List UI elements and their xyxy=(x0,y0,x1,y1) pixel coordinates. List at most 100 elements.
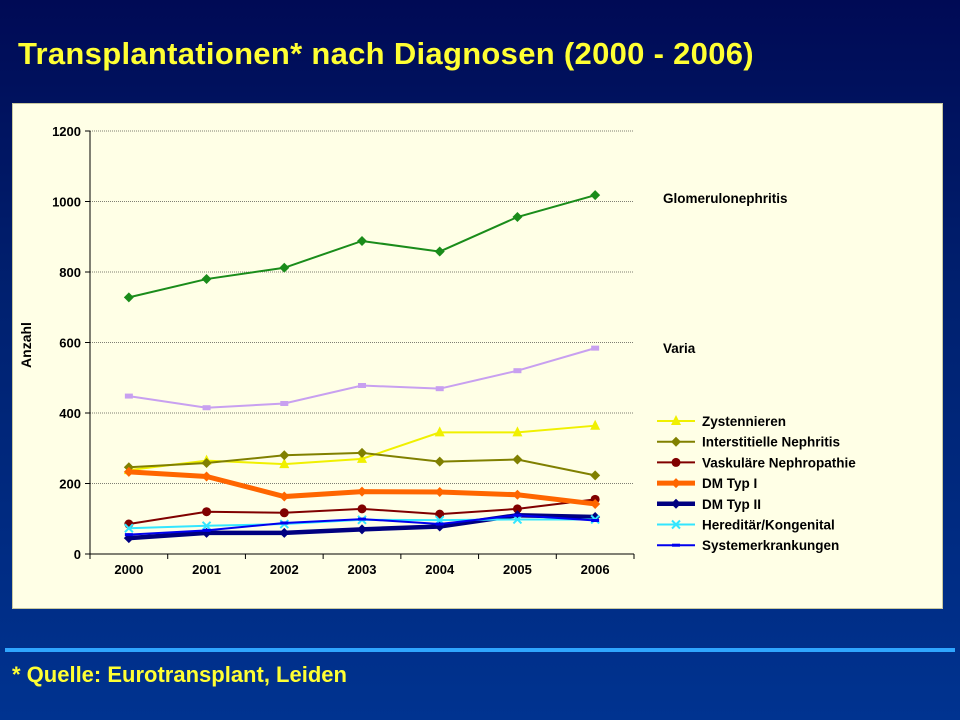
data-point xyxy=(512,426,523,437)
legend-label: Hereditär/Kongenital xyxy=(702,518,835,533)
data-point xyxy=(512,212,523,223)
legend-label: Systemerkrankungen xyxy=(702,538,839,553)
legend-item: Vaskuläre Nephropathie xyxy=(657,455,856,470)
series-0 xyxy=(123,190,601,303)
x-tick-label: 2001 xyxy=(192,562,221,577)
series-2 xyxy=(123,419,601,475)
legend-label: Interstitielle Nephritis xyxy=(702,435,840,450)
series-1 xyxy=(124,345,600,411)
x-tick-label: 2004 xyxy=(425,562,455,577)
legend: Zystennieren Interstitielle Nephritis Vask… xyxy=(657,414,856,553)
data-point xyxy=(124,533,133,537)
data-point xyxy=(357,447,367,458)
legend-label: Vaskuläre Nephropathie xyxy=(702,455,856,470)
data-point xyxy=(357,524,367,535)
series-5 xyxy=(123,466,601,509)
data-point xyxy=(279,527,290,538)
data-point xyxy=(202,528,211,532)
legend-item: DM Typ I xyxy=(657,476,757,491)
data-point xyxy=(590,190,601,201)
data-point xyxy=(512,514,523,525)
data-point xyxy=(591,345,600,351)
legend-marker xyxy=(671,519,681,530)
data-point xyxy=(434,246,445,257)
data-point xyxy=(201,521,212,531)
y-tick-label: 0 xyxy=(74,547,81,562)
data-point xyxy=(513,513,522,517)
data-point xyxy=(590,470,601,481)
series-3 xyxy=(123,447,601,481)
legend-marker xyxy=(671,478,681,489)
data-point xyxy=(280,521,289,525)
data-point xyxy=(513,368,522,374)
data-point xyxy=(123,292,134,303)
legend-marker xyxy=(672,543,680,547)
footnote: * Quelle: Eurotransplant, Leiden xyxy=(12,662,347,687)
data-point xyxy=(124,393,133,399)
data-point xyxy=(202,507,212,517)
y-tick-label: 1200 xyxy=(52,124,81,139)
data-point xyxy=(202,405,211,411)
data-point xyxy=(201,274,212,285)
data-point xyxy=(434,456,445,467)
data-point xyxy=(435,522,444,526)
legend-item: DM Typ II xyxy=(657,497,761,512)
legend-marker xyxy=(671,457,681,467)
data-point xyxy=(357,235,367,246)
data-point xyxy=(201,458,212,469)
axes: 0 200 400 600 800 1000 1200 2000 2001 2002 2003 200… xyxy=(52,124,635,577)
y-tick-label: 600 xyxy=(59,336,81,351)
x-tick-label: 2003 xyxy=(348,562,377,577)
data-point xyxy=(279,458,290,469)
legend-marker xyxy=(671,415,681,425)
legend-label: DM Typ II xyxy=(702,497,761,512)
legend-item: Systemerkrankungen xyxy=(657,538,839,553)
x-tick-label: 2000 xyxy=(114,562,143,577)
legend-label: DM Typ I xyxy=(702,476,757,491)
legend-marker xyxy=(671,436,681,447)
data-point xyxy=(435,386,444,392)
legend-item: Interstitielle Nephritis xyxy=(657,435,840,450)
data-point xyxy=(123,466,134,477)
page-title: Transplantationen* nach Diagnosen (2000 … xyxy=(18,36,754,71)
data-point xyxy=(358,383,366,389)
y-tick-label: 200 xyxy=(59,477,81,492)
data-point xyxy=(201,527,212,538)
line-chart: 0 200 400 600 800 1000 1200 2000 2001 2002 2003 200… xyxy=(18,124,856,577)
data-point xyxy=(279,450,290,461)
chart-panel: 0 200 400 600 800 1000 1200 2000 2001 2002 2003 200… xyxy=(12,103,943,609)
data-point xyxy=(279,262,290,273)
separator-line xyxy=(5,648,955,652)
series-line xyxy=(128,194,596,299)
data-point xyxy=(358,517,366,521)
data-point xyxy=(280,400,289,406)
x-tick-label: 2005 xyxy=(503,562,532,577)
data-point xyxy=(201,471,212,482)
series-label: Varia xyxy=(663,341,696,356)
legend-marker xyxy=(671,498,681,509)
data-point xyxy=(591,519,600,523)
legend-label: Zystennieren xyxy=(702,414,786,429)
data-point xyxy=(590,419,601,430)
data-point xyxy=(357,504,367,514)
y-axis-label: Anzahl xyxy=(18,322,34,368)
series-4 xyxy=(124,494,600,529)
data-point xyxy=(124,523,134,533)
series-8 xyxy=(124,513,600,537)
y-tick-label: 1000 xyxy=(52,195,81,210)
data-point xyxy=(512,454,523,465)
y-tick-label: 800 xyxy=(59,265,81,280)
y-tick-label: 400 xyxy=(59,406,81,421)
data-point xyxy=(279,508,289,518)
series-lines xyxy=(123,190,601,544)
data-point xyxy=(512,504,522,514)
data-point xyxy=(279,491,290,502)
legend-item: Hereditär/Kongenital xyxy=(657,518,835,533)
series-line xyxy=(128,347,596,409)
series-label: Glomerulonephritis xyxy=(663,191,788,206)
x-tick-label: 2006 xyxy=(581,562,610,577)
data-point xyxy=(434,486,445,497)
data-point xyxy=(357,486,367,497)
x-tick-label: 2002 xyxy=(270,562,299,577)
data-point xyxy=(434,426,445,437)
